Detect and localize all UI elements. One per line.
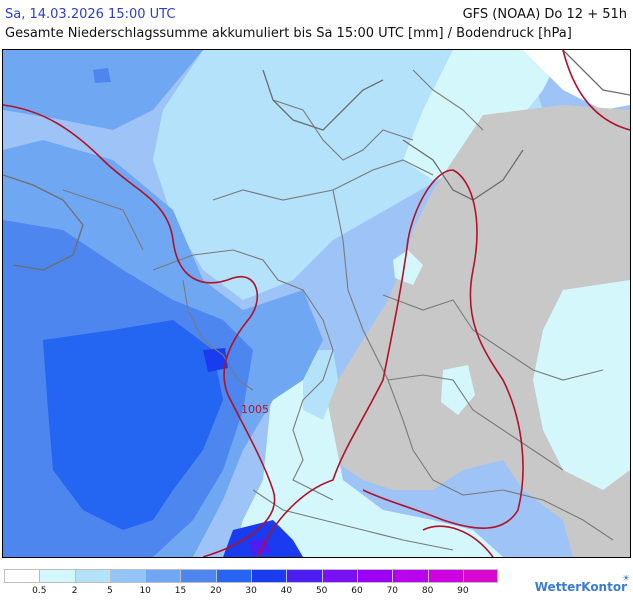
map-subtitle: Gesamte Niederschlagssumme akkumuliert b…: [5, 26, 572, 41]
color-legend: 0.5 2 5 10 15 20 30 40 50 60 70 80 90 WetterKontor ☀: [0, 566, 633, 600]
precip-light-patch-3: [303, 350, 338, 420]
precip-light-south: [233, 380, 503, 557]
precipitation-map: 1005: [2, 49, 631, 558]
country-borders: [62, 69, 614, 551]
legend-label: 90: [457, 586, 469, 596]
legend-swatch: [215, 569, 252, 583]
model-run: GFS (NOAA) Do 12 + 51h: [462, 7, 627, 22]
legend-label: 80: [421, 586, 434, 596]
legend-swatch: [321, 569, 357, 583]
precip-light-patch: [441, 365, 475, 415]
legend-label: 60: [351, 586, 363, 596]
legend-swatches: [4, 569, 499, 583]
precip-light-patch-2: [393, 250, 423, 285]
legend-swatch: [74, 569, 110, 583]
legend-label: 5: [107, 586, 113, 596]
valid-time: Sa, 14.03.2026 15:00 UTC: [5, 7, 176, 22]
legend-swatch: [427, 569, 463, 583]
legend-label: 50: [315, 586, 328, 596]
legend-labels: 0.5 2 5 10 15 20 30 40 50 60 70 80 90: [4, 586, 504, 598]
isobars: [3, 50, 630, 557]
legend-swatch: [251, 569, 287, 583]
legend-swatch: [180, 569, 216, 583]
legend-swatch: [462, 569, 499, 583]
precip-light-east: [533, 280, 630, 490]
legend-swatch: [145, 569, 181, 583]
legend-swatch: [39, 569, 75, 583]
legend-swatch: [109, 569, 146, 583]
legend-swatch: [392, 569, 428, 583]
precip-none-ne: [523, 50, 630, 110]
cloud-sun-icon: ☀: [621, 574, 630, 584]
isobar-label: 1005: [241, 403, 269, 416]
brand-logo: WetterKontor: [534, 580, 627, 594]
legend-label: 30: [245, 586, 257, 596]
legend-swatch: [4, 569, 40, 583]
precip-very-heavy-core: [43, 320, 223, 530]
legend-label: 2: [71, 586, 78, 596]
legend-swatch: [356, 569, 393, 583]
precip-moderate-nw: [3, 50, 203, 130]
legend-label: 15: [174, 586, 187, 596]
legend-label: 0.5: [32, 586, 47, 596]
legend-label: 20: [210, 586, 222, 596]
legend-label: 40: [280, 586, 293, 596]
legend-swatch: [286, 569, 322, 583]
map-header: Sa, 14.03.2026 15:00 UTC GFS (NOAA) Do 1…: [0, 0, 633, 48]
precip-cell-w: [3, 350, 18, 362]
legend-label: 70: [386, 586, 399, 596]
map-canvas: 1005: [3, 50, 630, 557]
coastlines: [3, 50, 630, 271]
precip-cell-nw: [93, 68, 111, 83]
legend-label: 10: [139, 586, 151, 596]
